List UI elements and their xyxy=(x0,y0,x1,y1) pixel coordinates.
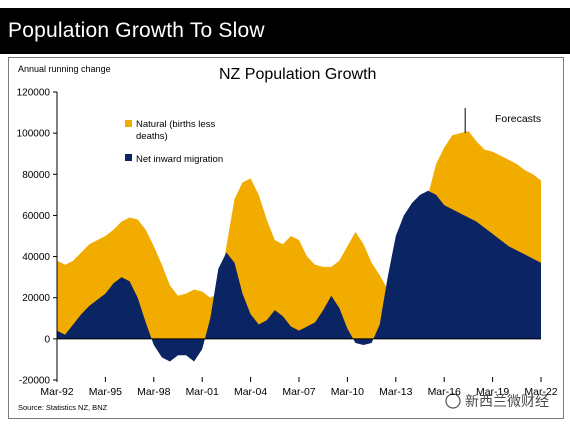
x-tick-label: Mar-07 xyxy=(282,386,315,398)
x-tick-label: Mar-16 xyxy=(428,386,461,398)
watermark-icon xyxy=(445,393,461,409)
x-tick-label: Mar-19 xyxy=(476,386,509,398)
chart-svg: Annual running change NZ Population Grow… xyxy=(17,64,558,412)
legend-swatch-natural xyxy=(125,120,132,127)
y-tick-label: 20000 xyxy=(22,293,50,304)
legend-label-natural-line1: Natural (births less xyxy=(136,119,215,130)
legend-label-natural-line2: deaths) xyxy=(136,131,168,142)
legend-label-migration: Net inward migration xyxy=(136,154,223,165)
forecast-annotation: Forecasts xyxy=(495,113,541,125)
chart-title: NZ Population Growth xyxy=(219,66,376,83)
y-tick-label: 100000 xyxy=(17,129,51,140)
watermark: 新西兰微财经 xyxy=(445,393,549,409)
x-tick-label: Mar-13 xyxy=(379,386,412,398)
x-tick-label: Mar-22 xyxy=(524,386,557,398)
banner: Population Growth To Slow xyxy=(0,8,570,54)
y-tick-label: 40000 xyxy=(22,252,50,263)
x-tick-label: Mar-01 xyxy=(186,386,219,398)
series-area-migration xyxy=(57,190,541,362)
y-tick-label: -20000 xyxy=(19,376,51,387)
banner-title: Population Growth To Slow xyxy=(8,19,265,42)
chart-panel: Annual running change NZ Population Grow… xyxy=(8,57,564,419)
x-tick-label: Mar-92 xyxy=(40,386,73,398)
y-tick-label: 60000 xyxy=(22,211,50,222)
y-tick-label: 120000 xyxy=(17,88,51,99)
legend-swatch-migration xyxy=(125,154,132,161)
x-tick-label: Mar-95 xyxy=(89,386,122,398)
y-tick-label: 80000 xyxy=(22,170,50,181)
x-tick-label: Mar-04 xyxy=(234,386,267,398)
watermark-text: 新西兰微财经 xyxy=(465,393,549,409)
y-axis-label: Annual running change xyxy=(18,64,111,74)
y-tick-label: 0 xyxy=(44,334,50,345)
source-note: Source: Statistics NZ, BNZ xyxy=(18,403,108,412)
x-tick-label: Mar-98 xyxy=(137,386,170,398)
x-tick-label: Mar-10 xyxy=(331,386,364,398)
